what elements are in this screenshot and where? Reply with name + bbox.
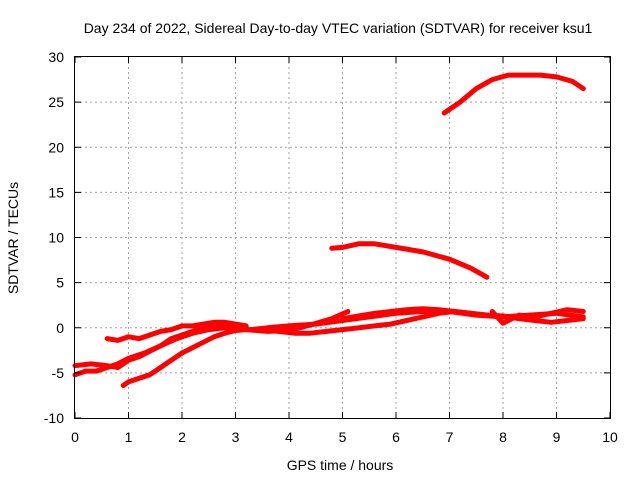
series-arc-7 — [489, 307, 586, 326]
x-tick-label: 5 — [339, 429, 347, 445]
y-tick-label: 30 — [48, 49, 64, 65]
y-tick-label: 5 — [56, 275, 64, 291]
series-arc-9 — [441, 72, 586, 116]
x-tick-label: 4 — [285, 429, 293, 445]
x-tick-labels: 0 1 2 3 4 5 6 7 8 9 10 — [71, 429, 618, 445]
y-tick-label: -10 — [44, 410, 64, 426]
series-layer — [72, 72, 586, 388]
x-axis-label: GPS time / hours — [287, 457, 394, 473]
x-tick-label: 0 — [71, 429, 79, 445]
y-tick-label: 10 — [48, 230, 64, 246]
x-tick-label: 6 — [392, 429, 400, 445]
x-tick-label: 7 — [446, 429, 454, 445]
grid — [75, 57, 610, 418]
y-tick-labels: -10 -5 0 5 10 15 20 25 30 — [44, 49, 64, 426]
y-tick-label: 20 — [48, 139, 64, 155]
x-tick-label: 3 — [232, 429, 240, 445]
y-tick-label: 25 — [48, 94, 64, 110]
x-tick-label: 8 — [499, 429, 507, 445]
chart-title: Day 234 of 2022, Sidereal Day-to-day VTE… — [84, 20, 593, 36]
x-tick-label: 10 — [602, 429, 618, 445]
y-tick-label: 0 — [56, 320, 64, 336]
axis-ticks — [74, 56, 611, 419]
x-tick-label: 2 — [178, 429, 186, 445]
x-tick-label: 9 — [553, 429, 561, 445]
series-arc-3 — [104, 319, 249, 343]
y-axis-label: SDTVAR / TECUs — [5, 182, 21, 294]
y-tick-label: -5 — [52, 365, 65, 381]
series-arc-6 — [340, 306, 586, 325]
series-arc-2 — [72, 309, 351, 378]
series-arc-4 — [120, 309, 506, 388]
y-tick-label: 15 — [48, 184, 64, 200]
series-arc-8 — [329, 241, 490, 280]
plot-frame — [74, 56, 611, 419]
x-tick-label: 1 — [125, 429, 133, 445]
